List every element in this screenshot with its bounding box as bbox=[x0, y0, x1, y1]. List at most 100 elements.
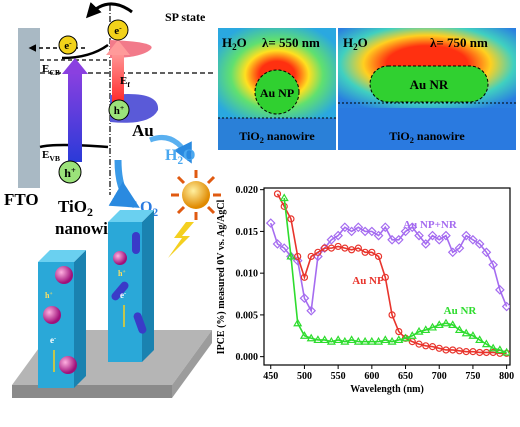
hole-label: h+ bbox=[64, 166, 76, 180]
data-point bbox=[495, 345, 505, 354]
data-point bbox=[461, 230, 472, 241]
data-point bbox=[366, 226, 377, 237]
data-point bbox=[455, 347, 464, 355]
data-point bbox=[340, 336, 350, 345]
data-point bbox=[475, 335, 485, 344]
y-tick-label: 0.015 bbox=[236, 227, 259, 238]
data-point bbox=[320, 335, 330, 344]
substrate-region bbox=[218, 118, 336, 150]
wavelength-label: λ= 550 nm bbox=[262, 35, 320, 50]
data-point bbox=[414, 230, 424, 241]
medium-label: H2O bbox=[222, 35, 247, 52]
data-point bbox=[353, 336, 363, 345]
data-point bbox=[334, 242, 342, 251]
nanowire-side bbox=[74, 250, 86, 388]
blue-arrow-head bbox=[62, 58, 88, 74]
data-point bbox=[360, 336, 370, 345]
data-point bbox=[313, 251, 323, 262]
data-point bbox=[326, 336, 336, 345]
substrate-label: TiO2 nanowire bbox=[239, 129, 315, 145]
data-point bbox=[354, 244, 362, 252]
data-point bbox=[394, 335, 404, 344]
data-point bbox=[434, 320, 444, 329]
data-point bbox=[400, 333, 411, 342]
data-point bbox=[407, 222, 418, 233]
data-point bbox=[313, 335, 323, 344]
data-point bbox=[306, 305, 317, 316]
data-point bbox=[427, 230, 438, 241]
data-point bbox=[327, 244, 335, 252]
data-point bbox=[348, 246, 356, 254]
data-point bbox=[454, 243, 465, 253]
data-point bbox=[272, 239, 283, 249]
data-point bbox=[341, 244, 349, 252]
au-nanoparticle bbox=[59, 356, 77, 374]
data-point bbox=[400, 226, 411, 237]
y-tick-label: 0.005 bbox=[236, 310, 259, 321]
data-point bbox=[481, 339, 491, 348]
vb-band bbox=[39, 143, 109, 149]
data-point bbox=[488, 259, 498, 270]
plot-frame bbox=[263, 187, 511, 366]
data-point bbox=[314, 248, 322, 256]
sun-rays bbox=[171, 170, 221, 220]
ecb-label: ECB bbox=[42, 63, 60, 77]
data-point bbox=[333, 335, 343, 344]
data-point bbox=[361, 248, 369, 256]
hole-label: h+ bbox=[45, 291, 53, 300]
data-point bbox=[476, 348, 484, 357]
nanowire-top bbox=[108, 210, 154, 222]
substrate-label: TiO2 nanowire bbox=[389, 129, 465, 145]
data-point bbox=[321, 244, 329, 252]
nanowire-top bbox=[38, 250, 86, 262]
data-point bbox=[468, 331, 478, 339]
data-point bbox=[442, 346, 450, 354]
data-point bbox=[353, 222, 364, 233]
legend-label: Au NR bbox=[444, 305, 478, 317]
data-point bbox=[468, 234, 478, 245]
water-arrow bbox=[149, 135, 193, 164]
hole-label: h+ bbox=[118, 269, 126, 278]
au-nanoparticle bbox=[113, 251, 127, 265]
au-nanorod bbox=[133, 312, 147, 334]
nanowire-side bbox=[142, 210, 154, 362]
x-tick-label: 650 bbox=[398, 371, 413, 382]
data-point bbox=[461, 328, 471, 337]
tio2-label: TiO2 bbox=[58, 197, 93, 219]
data-point bbox=[407, 331, 417, 339]
hole-ball bbox=[108, 99, 130, 121]
h2o-label: H2O bbox=[165, 147, 196, 167]
data-point bbox=[326, 234, 337, 245]
data-point bbox=[299, 331, 309, 339]
data-point bbox=[387, 336, 397, 345]
electron-label: e- bbox=[120, 290, 126, 300]
data-point bbox=[449, 346, 457, 354]
data-point bbox=[374, 252, 383, 261]
medium-label: H2O bbox=[343, 35, 368, 52]
data-point bbox=[279, 193, 289, 202]
data-point bbox=[294, 252, 302, 261]
data-point bbox=[482, 348, 491, 357]
data-point bbox=[414, 326, 424, 335]
fto-label: FTO bbox=[4, 190, 39, 209]
simulation-panels: H2O λ= 550 nm Au NP TiO2 nanowire H2O λ=… bbox=[218, 28, 516, 150]
data-point bbox=[293, 318, 303, 327]
data-point bbox=[428, 343, 437, 351]
data-point bbox=[420, 239, 431, 249]
substrate-side bbox=[12, 385, 172, 398]
red-arrow bbox=[112, 52, 124, 102]
data-point bbox=[395, 328, 403, 336]
x-tick-label: 750 bbox=[465, 371, 480, 382]
au-np-outline bbox=[254, 69, 300, 115]
au-label: Au bbox=[132, 121, 154, 140]
particle-label: Au NP bbox=[260, 86, 294, 100]
y-axis-label: IPCE (%) measured 0V vs. Ag/AgCl bbox=[216, 199, 227, 354]
y-tick-label: 0.010 bbox=[236, 269, 259, 280]
data-point bbox=[307, 252, 315, 261]
data-point bbox=[360, 226, 370, 237]
au-nr-outline bbox=[369, 65, 489, 103]
x-tick-label: 500 bbox=[297, 371, 312, 382]
fto-electrode bbox=[18, 28, 40, 188]
evb-label: EVB bbox=[42, 149, 60, 163]
